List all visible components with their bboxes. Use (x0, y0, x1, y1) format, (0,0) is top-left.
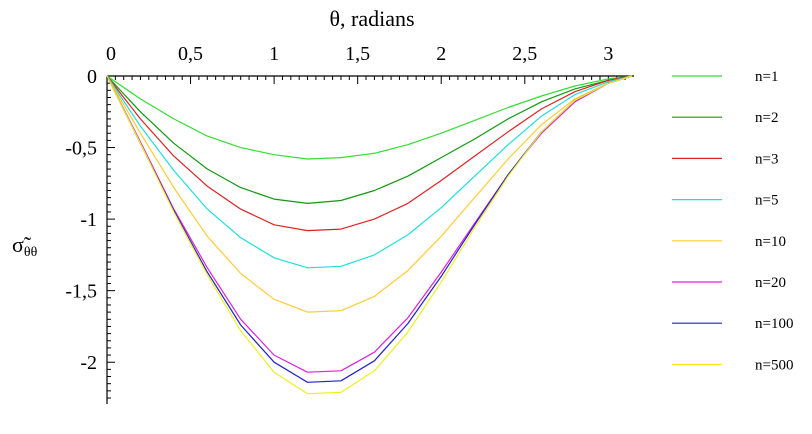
legend-label: n=10 (755, 234, 786, 250)
legend-label: n=500 (755, 357, 793, 373)
x-tick-label: 0,5 (178, 43, 203, 65)
series-line-n-500 (106, 75, 633, 395)
legend-label: n=2 (755, 110, 778, 126)
x-axis-ticks: 0 0,5 1 1,5 2 2,5 3 (106, 43, 626, 84)
y-axis-title-subscript: θθ (24, 245, 38, 260)
y-tick-label: -1 (80, 209, 97, 231)
y-axis-ticks: 0 -0,5 -1 -1,5 -2 (65, 66, 115, 399)
series-line-n-1 (106, 75, 633, 160)
legend: n=1 n=2 n=3 n=5 n=10 n=20 n=100 n=500 (672, 69, 793, 373)
x-axis-title: θ, radians (329, 6, 414, 31)
series-line-n-5 (106, 75, 633, 269)
legend-label: n=20 (755, 275, 786, 291)
y-tick-label: -2 (80, 352, 97, 374)
x-tick-label: 2 (436, 43, 446, 65)
y-axis-title: σ̃θθ (12, 232, 38, 260)
series-line-n-3 (106, 75, 633, 232)
axes (106, 75, 634, 404)
legend-label: n=5 (755, 193, 778, 209)
x-tick-label: 0 (106, 43, 116, 65)
y-tick-label: -1,5 (65, 281, 97, 303)
x-tick-label: 1 (269, 43, 279, 65)
series-line-n-2 (106, 75, 633, 204)
legend-label: n=100 (755, 316, 793, 332)
legend-label: n=3 (755, 151, 778, 167)
y-tick-label: -0,5 (65, 138, 97, 160)
data-series (106, 75, 633, 395)
x-tick-label: 3 (603, 43, 613, 65)
x-tick-label: 1,5 (345, 43, 370, 65)
series-line-n-10 (106, 75, 633, 313)
x-tick-label: 2,5 (512, 43, 537, 65)
series-line-n-20 (106, 75, 633, 373)
legend-label: n=1 (755, 69, 778, 85)
y-tick-label: 0 (87, 66, 97, 88)
